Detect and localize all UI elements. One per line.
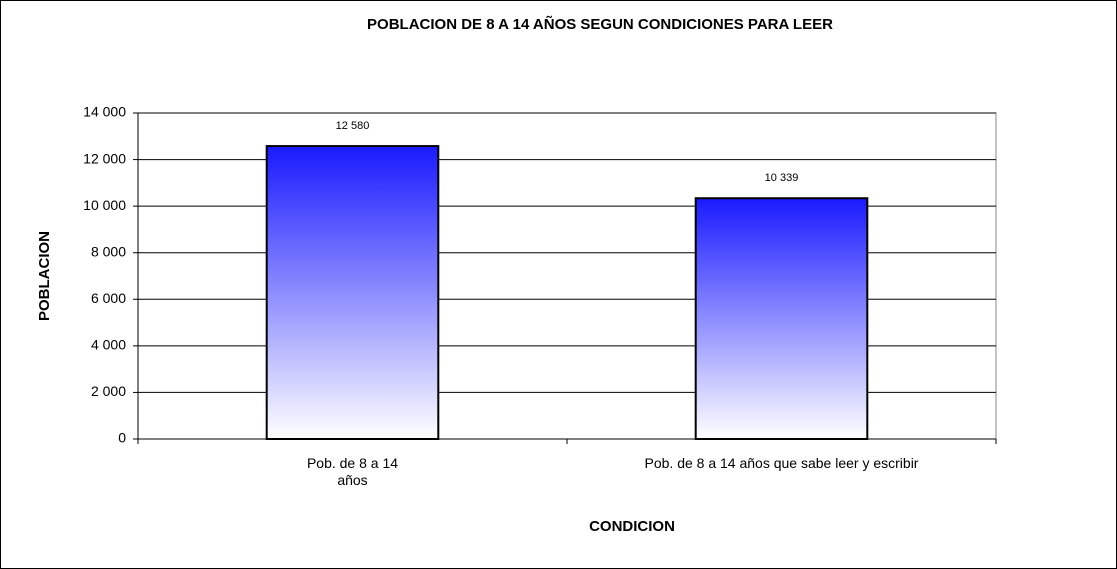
data-label: 10 339 [765,172,799,184]
bar [694,197,869,440]
y-tick-label: 14 000 [83,104,126,120]
x-axis-title: CONDICION [589,518,675,535]
y-tick-label: 4 000 [91,337,126,353]
x-tick-label: Pob. de 8 a 14 años que sabe leer y escr… [644,455,919,471]
y-tick-label: 10 000 [83,197,126,213]
y-tick-label: 12 000 [83,150,126,166]
data-label: 12 580 [336,120,370,132]
y-tick-label: 2 000 [91,383,126,399]
bar [265,145,440,441]
y-tick-label: 6 000 [91,290,126,306]
x-tick-label: Pob. de 8 a 14 años [306,455,399,488]
y-tick-label: 8 000 [91,243,126,259]
y-tick-label: 0 [118,430,126,446]
y-axis-title: POBLACION [36,231,53,321]
chart-title: POBLACION DE 8 A 14 AÑOS SEGUN CONDICION… [367,15,833,33]
